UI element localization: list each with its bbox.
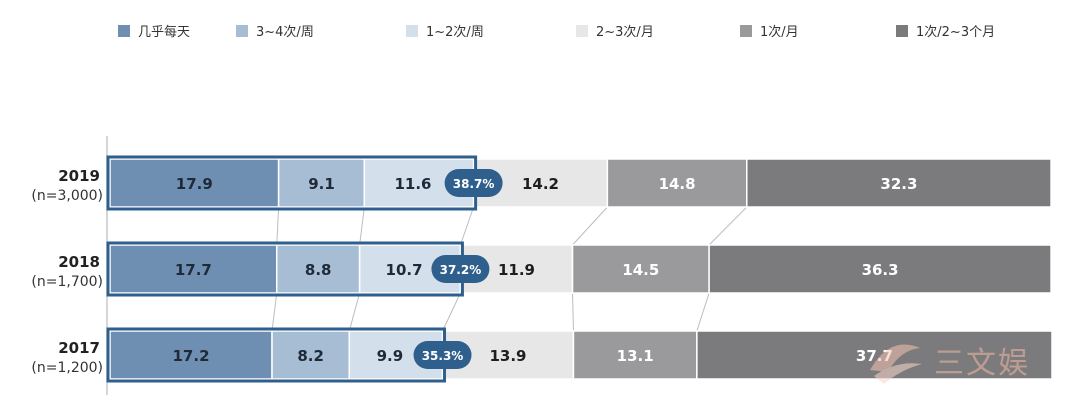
watermark: 三文娱 [860, 330, 1060, 390]
data-label: 9.1 [308, 175, 335, 193]
category-sample-label: (n=1,700) [31, 274, 103, 290]
legend-label: 2~3次/月 [596, 24, 654, 40]
category-year-label: 2019 [58, 167, 100, 185]
connector-line [572, 206, 608, 246]
legend-label: 1次/2~3个月 [916, 24, 995, 40]
data-label: 17.7 [175, 261, 212, 279]
weekly-total-badge [444, 169, 503, 197]
connector-line [459, 206, 475, 246]
data-label: 14.8 [659, 175, 696, 193]
weekly-total-label: 38.7% [453, 177, 495, 191]
data-label: 11.9 [498, 261, 535, 279]
data-label: 14.2 [522, 175, 559, 193]
data-label: 11.6 [394, 175, 431, 193]
weekly-total-label: 35.3% [422, 349, 464, 363]
data-label: 13.9 [489, 347, 526, 365]
category-year-label: 2018 [58, 253, 100, 271]
data-label: 36.3 [862, 261, 899, 279]
data-label: 13.1 [617, 347, 654, 365]
connector-line [359, 206, 365, 246]
watermark-logo-icon [870, 344, 922, 384]
watermark-text: 三文娱 [934, 346, 1030, 381]
legend-label: 1~2次/周 [426, 24, 484, 40]
bar-segment [109, 244, 278, 294]
bar-segment [606, 158, 748, 208]
connector-line [276, 206, 280, 246]
data-label: 14.5 [622, 261, 659, 279]
bar-segment [696, 330, 1053, 380]
data-label: 8.8 [305, 261, 332, 279]
bar-segment [275, 244, 361, 294]
legend-swatch [740, 25, 752, 37]
connector-line [271, 292, 278, 332]
category-year-label: 2017 [58, 339, 100, 357]
weekly-total-badge [431, 255, 490, 283]
category-sample-label: (n=1,200) [31, 360, 103, 376]
data-label: 32.3 [880, 175, 917, 193]
connector-line [442, 292, 461, 332]
data-label: 10.7 [386, 261, 423, 279]
weekly-total-label: 37.2% [440, 263, 482, 277]
connector-line [696, 292, 710, 332]
data-label: 9.9 [377, 347, 404, 365]
legend-label: 3~4次/周 [256, 24, 314, 40]
legend-swatch [896, 25, 908, 37]
legend-label: 1次/月 [760, 24, 799, 40]
legend-swatch [576, 25, 588, 37]
bar-segment [571, 244, 710, 294]
data-label: 17.9 [176, 175, 213, 193]
bar-segment [109, 330, 273, 380]
category-sample-label: (n=3,000) [31, 188, 103, 204]
connector-line [708, 206, 748, 246]
legend-swatch [236, 25, 248, 37]
legend-swatch [118, 25, 130, 37]
connector-line [348, 292, 361, 332]
bar-segment [708, 244, 1052, 294]
connector-line [572, 292, 574, 332]
bar-segment [277, 158, 366, 208]
data-label: 17.2 [173, 347, 210, 365]
legend-label: 几乎每天 [138, 24, 190, 40]
bar-segment [109, 158, 280, 208]
data-label: 8.2 [297, 347, 324, 365]
legend-swatch [406, 25, 418, 37]
bar-segment [572, 330, 698, 380]
weekly-total-badge [413, 341, 472, 369]
bar-segment [746, 158, 1052, 208]
